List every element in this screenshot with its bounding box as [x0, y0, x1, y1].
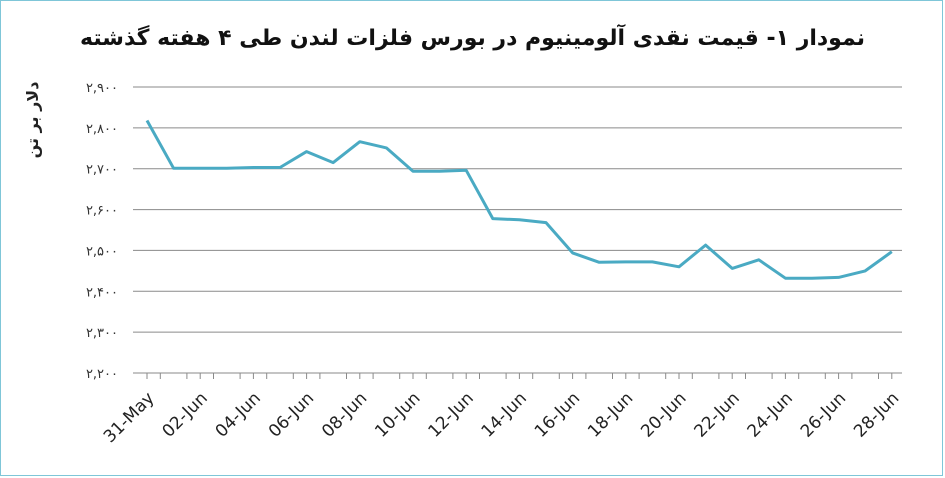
- x-tick-label: 06-Jun: [265, 388, 318, 441]
- x-tick-label: 12-Jun: [425, 388, 478, 441]
- price-line: [145, 119, 893, 280]
- x-tick-label: 04-Jun: [212, 388, 265, 441]
- y-tick-label: ۲,۷۰۰: [86, 163, 118, 178]
- y-tick-label: ۲,۴۰۰: [86, 285, 118, 300]
- x-tick-label: 08-Jun: [318, 388, 371, 441]
- x-tick-label: 22-Jun: [691, 388, 744, 441]
- y-tick-label: ۲,۵۰۰: [86, 244, 118, 259]
- x-tick-label: 28-Jun: [850, 388, 903, 441]
- x-tick-label: 16-Jun: [531, 388, 584, 441]
- x-tick-label: 20-Jun: [637, 388, 690, 441]
- x-tick-label: 24-Jun: [744, 388, 797, 441]
- y-axis-label: دلار بر تن: [23, 82, 42, 159]
- y-tick-label: ۲,۶۰۰: [86, 204, 118, 219]
- y-tick-label: ۲,۸۰۰: [86, 122, 118, 137]
- y-tick-label: ۲,۳۰۰: [86, 326, 118, 341]
- chart-title: نمودار ۱- قیمت نقدی آلومینیوم در بورس فل…: [79, 26, 865, 51]
- y-tick-label: ۲,۹۰۰: [86, 81, 118, 96]
- x-tick-label: 26-Jun: [797, 388, 850, 441]
- x-tick-label: 31-May: [100, 388, 159, 447]
- x-tick-label: 14-Jun: [478, 388, 531, 441]
- x-tick-label: 02-Jun: [159, 388, 212, 441]
- y-tick-label: ۲,۲۰۰: [86, 367, 118, 382]
- x-tick-label: 10-Jun: [371, 388, 424, 441]
- x-tick-label: 18-Jun: [584, 388, 637, 441]
